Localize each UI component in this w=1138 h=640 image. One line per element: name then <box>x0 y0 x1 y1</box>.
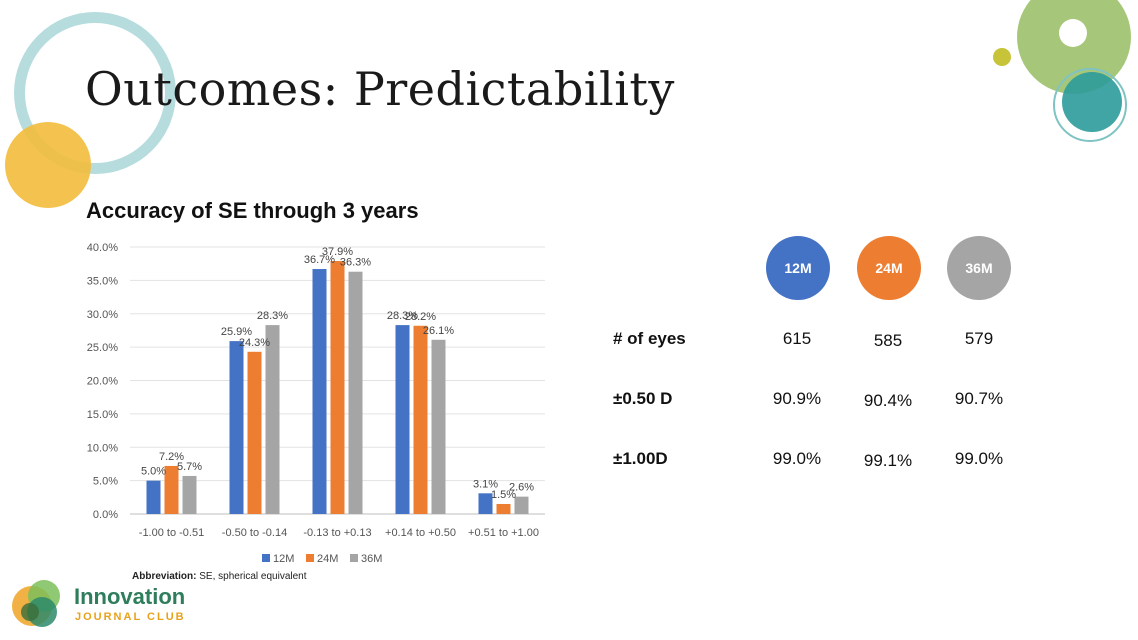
bar-24M <box>496 503 511 514</box>
y-tick-label: 0.0% <box>93 509 118 521</box>
logo-subtitle: JOURNAL CLUB <box>75 611 186 623</box>
chart-legend: 12M 24M 36M <box>262 553 382 565</box>
data-label: 37.9% <box>322 246 353 258</box>
cell-050-12m: 90.9% <box>772 389 822 408</box>
bar-36M <box>431 339 446 514</box>
x-tick-label: -0.13 to +0.13 <box>303 527 371 539</box>
chart-title: Accuracy of SE through 3 years <box>86 198 419 223</box>
x-tick-label: +0.14 to +0.50 <box>385 527 456 539</box>
bar-24M <box>330 261 345 514</box>
y-tick-label: 10.0% <box>87 442 118 454</box>
decorative-ring-teal <box>14 12 176 174</box>
decorative-dot-white <box>1059 19 1087 47</box>
header-24m-label: 24M <box>875 260 903 276</box>
legend-label: 36M <box>361 553 382 565</box>
data-label: 36.3% <box>340 257 371 269</box>
legend-label: 12M <box>273 553 294 565</box>
data-label: 28.3% <box>257 310 288 322</box>
header-12m-label: 12M <box>784 260 812 276</box>
chart-bars <box>146 261 529 514</box>
data-label: 1.5% <box>491 489 516 501</box>
cell-eyes-24m: 585 <box>873 331 903 350</box>
y-tick-label: 40.0% <box>87 242 118 254</box>
header-circle-36m: 36M <box>947 236 1011 300</box>
abbreviation-note: Abbreviation: SE, spherical equivalent <box>132 571 307 582</box>
decorative-dot-olive <box>993 48 1011 66</box>
bar-12M <box>146 480 161 514</box>
header-circle-24m: 24M <box>857 236 921 300</box>
header-36m-label: 36M <box>965 260 993 276</box>
abbreviation-label: Abbreviation: <box>132 571 197 582</box>
y-tick-label: 5.0% <box>93 476 118 488</box>
x-tick-label: -1.00 to -0.51 <box>139 527 204 539</box>
bar-12M <box>395 325 410 514</box>
y-tick-label: 30.0% <box>87 309 118 321</box>
x-tick-label: +0.51 to +1.00 <box>468 527 539 539</box>
page-title: Outcomes: Predictability <box>85 62 675 116</box>
row-label-050: ±0.50 D <box>613 389 673 408</box>
bar-36M <box>514 496 529 514</box>
data-label: 28.3% <box>387 310 418 322</box>
data-label: 24.3% <box>239 337 270 349</box>
y-tick-label: 15.0% <box>87 409 118 421</box>
bar-12M <box>312 269 327 514</box>
legend-swatch-12M <box>262 554 270 562</box>
cell-050-24m: 90.4% <box>863 391 913 410</box>
data-label: 7.2% <box>159 451 184 463</box>
data-label: 5.0% <box>141 466 166 478</box>
data-label: 25.9% <box>221 326 252 338</box>
legend-swatch-24M <box>306 554 314 562</box>
bar-36M <box>182 475 197 514</box>
legend-swatch-36M <box>350 554 358 562</box>
cell-eyes-12m: 615 <box>782 329 812 348</box>
y-tick-label: 20.0% <box>87 376 118 388</box>
row-label-eyes: # of eyes <box>613 329 686 348</box>
bar-36M <box>348 271 363 514</box>
x-tick-label: -0.50 to -0.14 <box>222 527 287 539</box>
chart-labels: 0.0% 5.0% 10.0% 15.0% 20.0% 25.0% 30.0% 35.0% 40… <box>87 242 539 539</box>
decorative-ring-teal-small <box>1053 68 1127 142</box>
bar-24M <box>164 465 179 514</box>
cell-eyes-36m: 579 <box>964 329 994 348</box>
bar-36M <box>265 325 280 514</box>
bar-12M <box>229 341 244 514</box>
row-label-100: ±1.00D <box>613 449 668 468</box>
bar-24M <box>247 351 262 514</box>
decorative-circle-yellow <box>5 122 91 208</box>
logo-name: Innovation <box>74 584 186 609</box>
data-label: 3.1% <box>473 478 498 490</box>
cell-100-24m: 99.1% <box>863 451 913 470</box>
y-tick-label: 35.0% <box>87 275 118 287</box>
data-label: 5.7% <box>177 461 202 473</box>
cell-050-36m: 90.7% <box>954 389 1004 408</box>
header-circle-12m: 12M <box>766 236 830 300</box>
data-label: 2.6% <box>509 482 534 494</box>
bar-12M <box>478 493 493 514</box>
y-tick-label: 25.0% <box>87 342 118 354</box>
decorative-circle-teal <box>1062 72 1122 132</box>
data-label: 28.2% <box>405 311 436 323</box>
legend-label: 24M <box>317 553 338 565</box>
bar-24M <box>413 325 428 514</box>
logo-icon <box>12 580 60 627</box>
data-label: 26.1% <box>423 325 454 337</box>
cell-100-12m: 99.0% <box>772 449 822 468</box>
data-label: 36.7% <box>304 254 335 266</box>
abbreviation-text: SE, spherical equivalent <box>196 571 307 582</box>
cell-100-36m: 99.0% <box>954 449 1004 468</box>
